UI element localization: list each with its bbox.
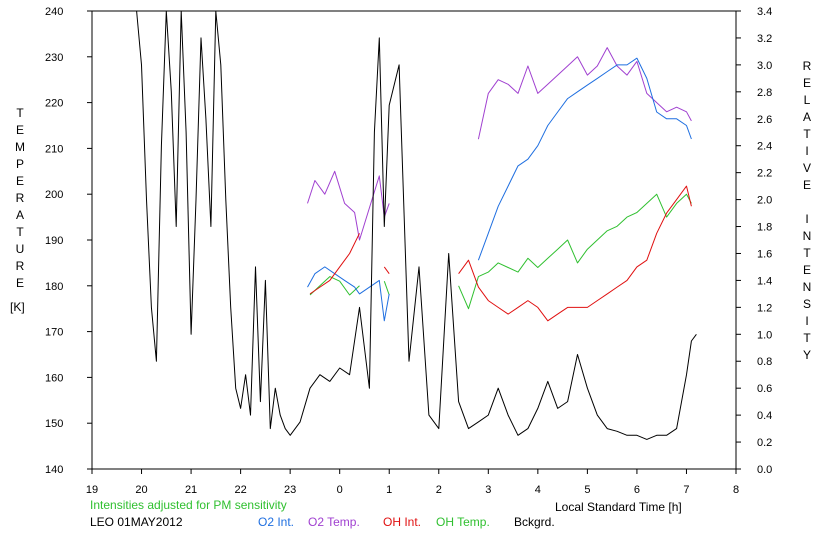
legend-o2-temp: O2 Temp.	[308, 515, 360, 529]
axis-label-letter: M	[15, 140, 25, 154]
right-tick-label: 1.8	[757, 222, 772, 234]
left-tick-label: 180	[45, 281, 63, 293]
axis-label-letter: E	[802, 178, 811, 192]
series-layer	[136, 10, 697, 440]
right-tick-label: 0.8	[757, 356, 772, 368]
axis-label-letter: T	[803, 127, 811, 141]
x-tick-label: 1	[386, 484, 392, 496]
right-tick-label: 1.2	[757, 302, 772, 314]
left-tick-label: 170	[45, 327, 63, 339]
left-tick-label: 200	[45, 189, 63, 201]
left-tick-label: 210	[45, 143, 63, 155]
right-axis-ticks: 0.0 0.2 0.4 0.6 0.8 1.0 1.2 1.4 1.6 1.8 2.0 2.2 2.4 2…	[736, 6, 772, 476]
x-axis-ticks: 19 20 21 22 23 0 1 2 3 4 5 6 7 8	[86, 469, 739, 496]
right-tick-label: 1.6	[757, 248, 772, 260]
left-tick-label: 240	[45, 6, 63, 18]
axis-label-letter	[799, 194, 815, 211]
axis-label-letter: A	[15, 208, 24, 222]
axis-label-letter: E	[15, 276, 24, 290]
axis-label-letter: I	[805, 212, 809, 226]
right-tick-label: 2.4	[757, 141, 772, 153]
left-axis-unit: [K]	[10, 300, 25, 314]
left-tick-label: 160	[45, 372, 63, 384]
axis-label-letter: A	[802, 110, 811, 124]
series-line-o2-int	[307, 266, 390, 322]
x-axis-label: Local Standard Time [h]	[555, 500, 682, 514]
axis-label-letter: R	[802, 59, 812, 73]
right-tick-label: 3.0	[757, 60, 772, 72]
pm-sensitivity-note: Intensities adjusted for PM sensitivity	[90, 498, 287, 512]
x-tick-label: 19	[86, 484, 98, 496]
axis-label-letter: T	[16, 225, 24, 239]
series-line-oh-temp	[458, 193, 692, 310]
x-tick-label: 22	[234, 484, 246, 496]
axis-label-letter: I	[805, 314, 809, 328]
axis-label-letter: N	[802, 229, 812, 243]
left-tick-label: 220	[45, 98, 63, 110]
station-date-label: LEO 01MAY2012	[90, 515, 183, 529]
right-tick-label: 0.2	[757, 437, 772, 449]
axis-label-letter: S	[802, 297, 811, 311]
axis-label-letter: Y	[802, 348, 811, 362]
x-tick-label: 4	[535, 484, 541, 496]
axis-label-letter: R	[15, 191, 25, 205]
left-tick-label: 150	[45, 418, 63, 430]
series-line-oh-temp	[383, 281, 390, 296]
x-tick-label: 3	[485, 484, 491, 496]
right-tick-label: 2.8	[757, 87, 772, 99]
legend-oh-int: OH Int.	[383, 515, 422, 529]
axis-label-letter: E	[15, 174, 24, 188]
x-tick-label: 6	[634, 484, 640, 496]
right-tick-label: 2.6	[757, 114, 772, 126]
axis-label-letter: R	[15, 259, 25, 273]
x-tick-label: 0	[337, 484, 343, 496]
x-tick-label: 8	[733, 484, 739, 496]
right-tick-label: 0.0	[757, 464, 772, 476]
legend-o2-int: O2 Int.	[258, 515, 295, 529]
right-tick-label: 1.4	[757, 275, 772, 287]
left-tick-label: 140	[45, 464, 63, 476]
x-tick-label: 23	[284, 484, 296, 496]
series-line-oh-int	[309, 233, 360, 295]
series-line-bckgrd	[136, 10, 697, 440]
right-tick-label: 3.2	[757, 33, 772, 45]
legend-oh-temp: OH Temp.	[436, 515, 490, 529]
axis-label-letter: P	[15, 157, 24, 171]
series-line-o2-temp	[307, 170, 390, 241]
left-tick-label: 230	[45, 52, 63, 64]
x-tick-label: 2	[436, 484, 442, 496]
x-tick-label: 21	[185, 484, 197, 496]
right-tick-label: 0.4	[757, 410, 772, 422]
right-tick-label: 0.6	[757, 383, 772, 395]
axis-label-letter: T	[16, 106, 24, 120]
axis-label-letter: E	[802, 76, 811, 90]
series-line-oh-int	[458, 185, 692, 322]
legend-bckgrd: Bckgrd.	[514, 515, 555, 529]
right-tick-label: 1.0	[757, 329, 772, 341]
axis-label-letter: I	[805, 144, 809, 158]
axis-label-letter: N	[802, 280, 812, 294]
right-tick-label: 2.2	[757, 168, 772, 180]
axis-label-letter: E	[15, 123, 24, 137]
axis-label-letter: V	[802, 161, 811, 175]
x-tick-label: 5	[584, 484, 590, 496]
axis-label-letter: E	[802, 263, 811, 277]
left-tick-label: 190	[45, 235, 63, 247]
series-line-oh-int	[383, 266, 390, 274]
axis-label-letter: T	[803, 331, 811, 345]
series-line-oh-temp	[309, 276, 360, 296]
axis-label-letter: L	[803, 93, 811, 107]
right-tick-label: 2.0	[757, 195, 772, 207]
series-line-o2-temp	[477, 47, 692, 140]
series-line-o2-int	[477, 57, 692, 261]
left-axis-ticks: 140 150 160 170 180 190 200 210 220 230 240	[45, 6, 92, 476]
axis-label-letter: T	[803, 246, 811, 260]
right-tick-label: 3.4	[757, 6, 772, 18]
x-tick-label: 20	[135, 484, 147, 496]
axis-label-letter: U	[15, 242, 25, 256]
x-tick-label: 7	[683, 484, 689, 496]
